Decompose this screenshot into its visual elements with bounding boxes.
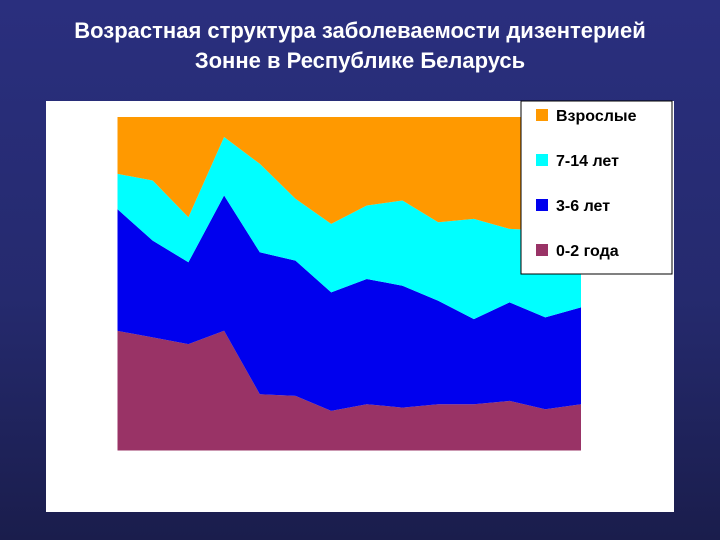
area-series-2 <box>117 195 581 411</box>
y-tick-label: 40% <box>78 310 102 324</box>
legend-label-4: 0-2 года <box>556 243 619 260</box>
legend-swatch-2 <box>536 154 548 166</box>
legend-swatch-1 <box>536 109 548 121</box>
y-axis-ticks: 0% 20% 40% 60% 80% 100% <box>71 110 102 458</box>
slide-title-line-1: Возрастная структура заболеваемости дизе… <box>74 18 646 43</box>
y-tick-label: 20% <box>78 377 102 391</box>
area-series-3 <box>117 137 581 320</box>
legend: Взрослые 7-14 лет 3-6 лет 0-2 года <box>520 100 673 275</box>
area-series-4 <box>117 117 581 231</box>
y-tick-label: 100% <box>71 110 102 124</box>
area-layers <box>117 117 581 451</box>
legend-label-3: 3-6 лет <box>556 198 610 215</box>
slide-title: Возрастная структура заболеваемости дизе… <box>0 16 720 76</box>
legend-label-1: Взрослые <box>556 108 637 125</box>
slide-title-line-2: Зонне в Республике Беларусь <box>194 48 526 73</box>
y-tick-label: 80% <box>78 177 102 191</box>
legend-swatch-4 <box>536 244 548 256</box>
legend-label-2: 7-14 лет <box>556 153 619 170</box>
y-tick-label: 0% <box>85 444 103 458</box>
area-series-1 <box>117 330 581 451</box>
y-tick-label: 60% <box>78 244 102 258</box>
legend-swatch-3 <box>536 199 548 211</box>
